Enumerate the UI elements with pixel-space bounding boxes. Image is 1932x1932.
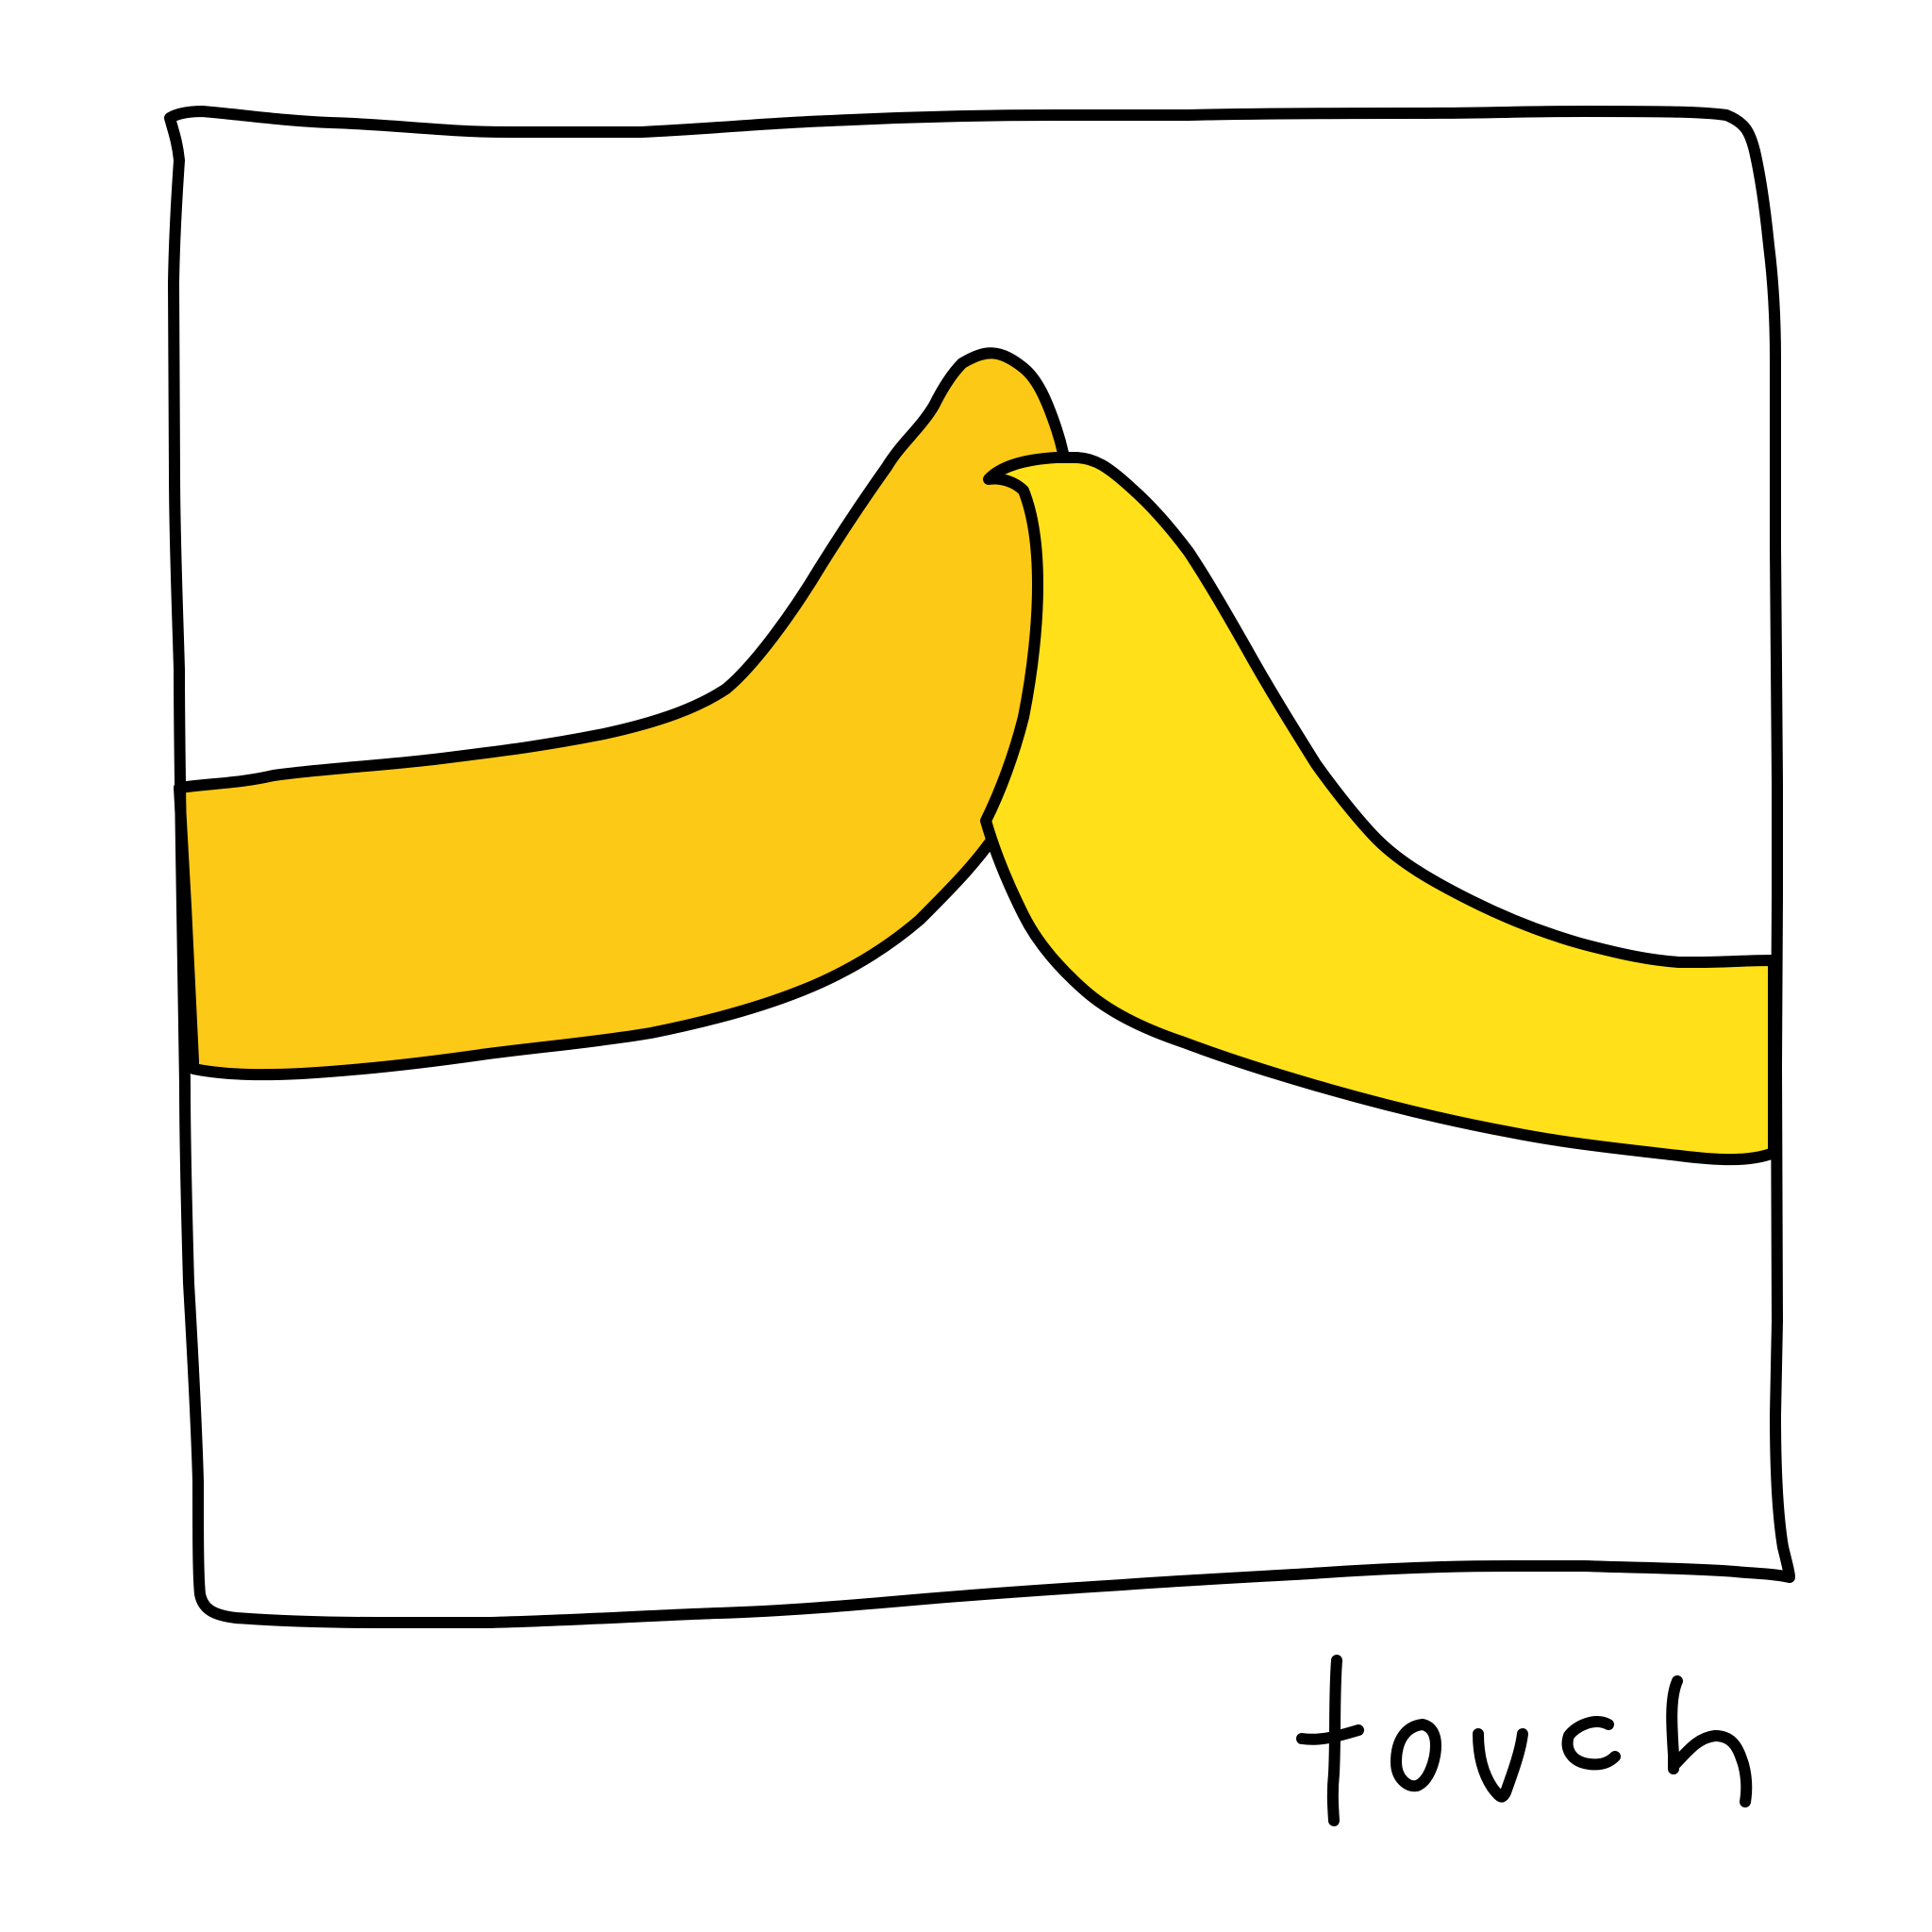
caption-letter-u (1473, 1728, 1528, 1803)
left-yellow-shape (174, 347, 1076, 1081)
caption-letter-o (1391, 1719, 1441, 1792)
caption-letter-h-stem (1666, 1675, 1683, 1774)
right-yellow-shape (980, 452, 1779, 1166)
caption-area: touch (1292, 1637, 1783, 1825)
caption-letter-h-arch (1668, 1730, 1753, 1807)
caption-letter-c (1561, 1716, 1621, 1771)
caption-letter-t-bar (1296, 1724, 1364, 1745)
caption-text: touch (1292, 1637, 1293, 1638)
caption-handwriting (1296, 1655, 1753, 1826)
frame-border (164, 106, 1795, 1628)
caption-letter-t-stem (1326, 1655, 1342, 1826)
